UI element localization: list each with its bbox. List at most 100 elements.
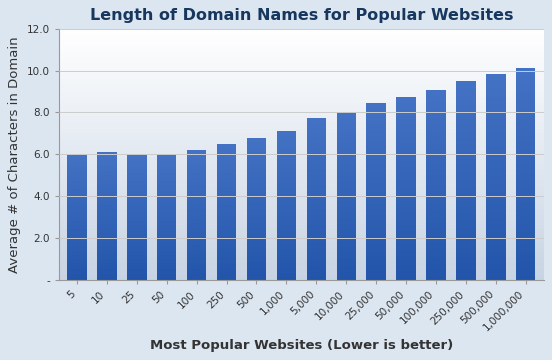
Bar xyxy=(127,190,146,192)
Bar xyxy=(277,196,296,198)
Bar xyxy=(486,256,506,260)
Bar xyxy=(367,127,386,130)
Bar xyxy=(306,134,326,136)
Bar xyxy=(426,251,445,255)
Bar xyxy=(486,225,506,229)
Bar xyxy=(67,196,87,198)
Bar xyxy=(396,137,416,140)
Bar xyxy=(97,250,116,252)
Bar xyxy=(97,188,116,190)
Bar xyxy=(157,185,177,188)
Bar xyxy=(97,248,116,250)
Bar xyxy=(217,219,236,221)
Bar xyxy=(67,228,87,229)
Bar xyxy=(396,201,416,204)
Bar xyxy=(486,177,506,181)
Bar xyxy=(396,213,416,216)
Bar xyxy=(396,164,416,167)
Bar xyxy=(97,199,116,201)
Bar xyxy=(127,165,146,167)
Bar xyxy=(456,81,476,85)
Bar xyxy=(456,267,476,270)
Bar xyxy=(337,140,356,143)
Bar xyxy=(67,261,87,263)
Bar xyxy=(516,213,535,216)
Bar xyxy=(127,211,146,213)
Bar xyxy=(127,221,146,223)
Bar xyxy=(97,246,116,248)
Bar xyxy=(367,224,386,227)
Bar xyxy=(456,105,476,108)
Bar xyxy=(486,215,506,218)
Bar xyxy=(97,203,116,205)
Bar xyxy=(456,148,476,151)
Bar xyxy=(97,265,116,267)
Bar xyxy=(67,229,87,231)
Bar xyxy=(486,222,506,225)
Bar xyxy=(67,194,87,196)
Bar xyxy=(396,259,416,262)
Bar xyxy=(157,274,177,276)
Bar xyxy=(277,188,296,191)
Bar xyxy=(456,164,476,167)
Bar xyxy=(157,198,177,200)
Bar xyxy=(67,242,87,244)
Bar xyxy=(456,244,476,247)
Bar xyxy=(247,206,266,209)
Bar xyxy=(97,207,116,210)
Bar xyxy=(486,85,506,88)
Bar xyxy=(486,119,506,122)
Bar xyxy=(277,134,296,136)
Bar xyxy=(97,278,116,280)
Bar xyxy=(157,208,177,211)
Bar xyxy=(67,181,87,183)
Bar xyxy=(217,251,236,253)
Bar xyxy=(67,271,87,274)
Bar xyxy=(367,259,386,262)
Bar xyxy=(337,174,356,176)
Bar xyxy=(367,174,386,177)
Bar xyxy=(217,178,236,180)
Bar xyxy=(306,245,326,248)
Bar xyxy=(367,180,386,183)
Bar xyxy=(277,149,296,151)
Bar xyxy=(306,156,326,158)
Bar xyxy=(486,112,506,116)
Bar xyxy=(426,235,445,239)
Bar xyxy=(367,153,386,156)
Bar xyxy=(396,204,416,207)
Bar xyxy=(367,198,386,201)
Bar xyxy=(247,216,266,218)
Bar xyxy=(456,230,476,234)
Bar xyxy=(247,194,266,197)
Bar xyxy=(337,179,356,182)
Bar xyxy=(187,274,206,276)
Bar xyxy=(247,164,266,166)
Bar xyxy=(247,254,266,256)
Bar xyxy=(277,216,296,218)
Bar xyxy=(456,111,476,114)
Bar xyxy=(127,162,146,165)
Bar xyxy=(187,239,206,241)
Bar xyxy=(456,131,476,134)
Bar xyxy=(486,105,506,109)
Bar xyxy=(157,278,177,280)
Bar xyxy=(217,230,236,232)
Bar xyxy=(127,223,146,225)
Bar xyxy=(456,88,476,91)
Bar xyxy=(247,256,266,258)
Bar xyxy=(127,234,146,236)
Bar xyxy=(306,123,326,126)
Bar xyxy=(516,245,535,248)
Bar xyxy=(516,107,535,111)
Bar xyxy=(337,271,356,274)
Bar xyxy=(127,196,146,198)
Bar xyxy=(396,183,416,186)
Bar xyxy=(426,156,445,159)
Bar xyxy=(67,269,87,271)
Bar xyxy=(516,164,535,167)
Bar xyxy=(306,275,326,277)
Bar xyxy=(337,246,356,249)
Bar xyxy=(157,158,177,160)
Bar xyxy=(486,167,506,170)
